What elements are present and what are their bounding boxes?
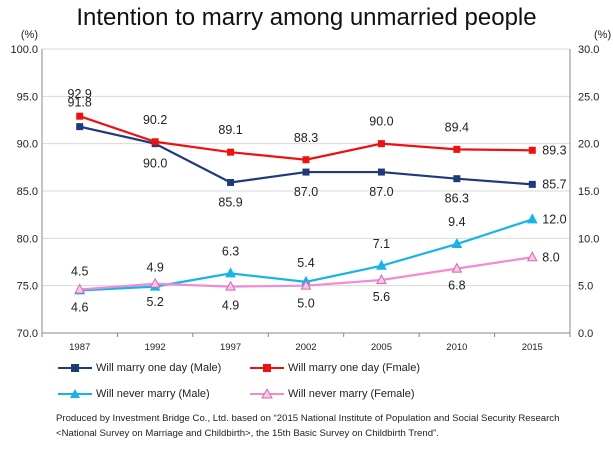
- data-point: [227, 178, 235, 186]
- legend-label: Will marry one day (Fmale): [288, 362, 421, 374]
- x-tick-label: 2002: [295, 342, 316, 353]
- data-label: 87.0: [369, 185, 393, 199]
- data-point: [451, 262, 463, 273]
- x-tick-label: 1987: [69, 342, 90, 353]
- data-label: 8.0: [542, 250, 559, 264]
- chart-title: Intention to marry among unmarried peopl…: [76, 4, 537, 31]
- series-lines: [74, 112, 538, 295]
- data-label: 90.0: [143, 157, 167, 171]
- data-label: 85.7: [542, 177, 566, 191]
- axes: 70.0 75.0 80.0 85.0 90.0 95.0 100.0 0.0 5.0 10.0 1…: [10, 29, 611, 353]
- data-label: 4.9: [222, 299, 239, 313]
- x-tick-label: 1992: [145, 342, 166, 353]
- legend-swatch-triangle-cyan-icon: [58, 389, 92, 398]
- data-label: 4.5: [71, 264, 88, 278]
- data-point: [302, 156, 310, 164]
- data-label: 90.0: [369, 115, 393, 129]
- data-label: 90.2: [143, 113, 167, 127]
- data-point: [453, 145, 461, 153]
- data-point: [151, 138, 159, 146]
- legend-label: Will never marry (Female): [288, 388, 415, 400]
- left-tick-label: 80.0: [17, 233, 38, 245]
- left-tick-label: 75.0: [17, 281, 38, 293]
- data-point: [377, 168, 385, 176]
- source-note: Produced by Investment Bridge Co., Ltd. …: [56, 413, 560, 439]
- data-point: [376, 273, 387, 284]
- right-tick-label: 20.0: [578, 139, 599, 151]
- right-tick-label: 0.0: [578, 328, 593, 340]
- data-label: 6.8: [448, 279, 465, 293]
- left-tick-label: 90.0: [17, 139, 38, 151]
- right-tick-label: 25.0: [578, 91, 599, 103]
- data-label: 5.0: [297, 297, 314, 311]
- data-label: 4.6: [71, 300, 88, 314]
- data-point: [76, 123, 84, 131]
- data-point: [149, 277, 161, 288]
- data-point: [76, 112, 84, 120]
- data-label: 89.3: [542, 143, 566, 157]
- left-tick-label: 100.0: [10, 44, 38, 56]
- data-point: [300, 279, 312, 290]
- right-tick-label: 30.0: [578, 44, 599, 56]
- data-label: 86.3: [445, 192, 469, 206]
- legend-label: Will marry one day (Male): [96, 362, 222, 374]
- legend-swatch-square-navy-icon: [58, 364, 92, 372]
- data-point: [302, 168, 310, 176]
- legend-item-female-marry: Will marry one day (Fmale): [250, 362, 420, 374]
- data-point: [377, 140, 385, 148]
- data-label: 87.0: [294, 185, 318, 199]
- legend-item-male-marry: Will marry one day (Male): [58, 362, 221, 374]
- data-point: [453, 175, 461, 183]
- data-point: [225, 280, 236, 291]
- legend-item-male-never: Will never marry (Male): [58, 388, 210, 400]
- data-point: [225, 267, 236, 278]
- data-label: 7.1: [373, 237, 390, 251]
- data-label: 89.1: [218, 123, 242, 137]
- data-point: [451, 237, 463, 249]
- data-label: 88.3: [294, 131, 318, 145]
- right-axis-unit: (%): [594, 29, 611, 41]
- data-label: 9.4: [448, 215, 465, 229]
- left-tick-label: 70.0: [17, 328, 38, 340]
- left-axis-unit: (%): [21, 29, 38, 41]
- data-point: [376, 259, 387, 270]
- legend-swatch-triangle-pink-icon: [250, 389, 284, 399]
- data-label: 92.9: [68, 87, 92, 101]
- legend-label: Will never marry (Male): [96, 388, 210, 400]
- data-label: 89.4: [445, 120, 469, 134]
- data-labels: 91.8 90.0 85.9 87.0 87.0 86.3 85.7 92.9 90.2 89.1…: [68, 87, 567, 314]
- data-label: 85.9: [218, 195, 242, 209]
- data-point: [528, 180, 536, 188]
- data-point: [528, 146, 536, 154]
- data-point: [526, 251, 538, 262]
- data-label: 91.8: [68, 96, 92, 110]
- right-tick-label: 5.0: [578, 281, 593, 293]
- right-tick-label: 15.0: [578, 186, 599, 198]
- right-tick-label: 10.0: [578, 233, 599, 245]
- left-tick-label: 95.0: [17, 91, 38, 103]
- left-tick-label: 85.0: [17, 186, 38, 198]
- data-point: [74, 283, 86, 294]
- x-tick-label: 1997: [220, 342, 241, 353]
- data-label: 6.3: [222, 244, 239, 258]
- x-tick-label: 2015: [522, 342, 543, 353]
- data-label: 5.2: [146, 295, 163, 309]
- legend-swatch-square-red-icon: [250, 364, 284, 372]
- x-tick-label: 2010: [446, 342, 467, 353]
- x-tick-label: 2005: [371, 342, 392, 353]
- data-point: [227, 148, 235, 156]
- data-point: [526, 213, 538, 224]
- grid-lines: [42, 48, 570, 287]
- data-label: 5.6: [373, 290, 390, 304]
- legend-item-female-never: Will never marry (Female): [250, 388, 415, 400]
- data-label: 5.4: [297, 256, 314, 270]
- data-label: 12.0: [542, 212, 566, 226]
- data-label: 4.9: [146, 261, 163, 275]
